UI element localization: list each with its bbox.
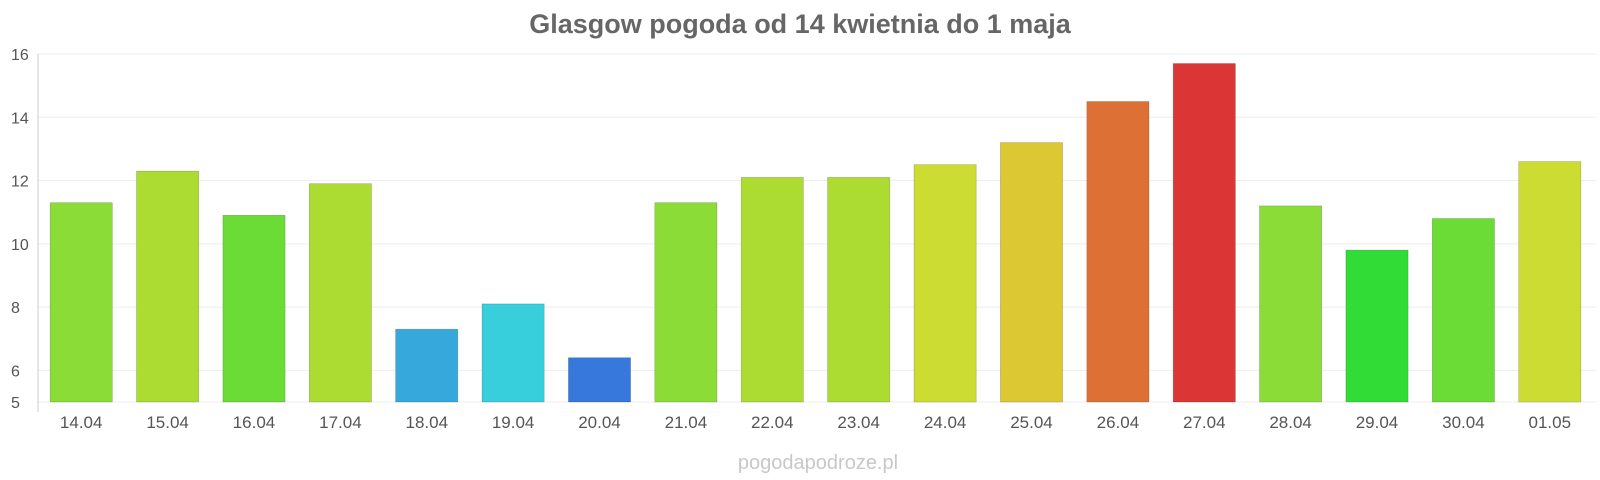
y-tick-label: 5 (11, 395, 20, 412)
bar (481, 303, 545, 403)
x-tick-label: 26.04 (1097, 413, 1140, 432)
bar (1000, 142, 1063, 403)
bar (913, 164, 977, 403)
gridlines (38, 53, 1596, 403)
bar (568, 357, 631, 403)
bar (740, 177, 804, 403)
x-tick-label: 22.04 (751, 413, 794, 432)
y-axis-ticks: 5 6 8 10 12 14 16 (11, 47, 29, 412)
x-tick-label: 23.04 (837, 413, 880, 432)
x-tick-label: 15.04 (146, 413, 189, 432)
x-axis-ticks: 14.04 15.04 16.04 17.04 18.04 19.04 20.04 21.04… (60, 413, 1571, 432)
x-tick-label: 20.04 (578, 413, 621, 432)
x-tick-label: 16.04 (233, 413, 276, 432)
x-tick-label: 21.04 (665, 413, 708, 432)
x-tick-label: 18.04 (406, 413, 449, 432)
bar (1432, 218, 1495, 403)
x-tick-label: 30.04 (1442, 413, 1485, 432)
bar (308, 183, 372, 403)
bar (222, 215, 286, 403)
x-tick-label: 28.04 (1269, 413, 1312, 432)
chart-title: Glasgow pogoda od 14 kwietnia do 1 maja (529, 9, 1072, 39)
x-tick-label: 14.04 (60, 413, 103, 432)
x-tick-label: 25.04 (1010, 413, 1053, 432)
bar (1086, 101, 1150, 403)
bar (1345, 249, 1409, 403)
bar (1518, 161, 1582, 403)
bars (49, 63, 1582, 403)
x-tick-label: 01.05 (1529, 413, 1572, 432)
bar (1259, 205, 1323, 403)
x-tick-label: 27.04 (1183, 413, 1226, 432)
x-tick-label: 29.04 (1356, 413, 1399, 432)
y-tick-label: 14 (11, 110, 29, 127)
bar (654, 202, 718, 403)
y-tick-label: 10 (11, 237, 29, 254)
x-tick-label: 17.04 (319, 413, 362, 432)
bar (49, 202, 113, 403)
bar (1172, 63, 1236, 403)
y-tick-label: 12 (11, 174, 29, 191)
bar (827, 177, 891, 403)
x-tick-label: 24.04 (924, 413, 967, 432)
y-tick-label: 16 (11, 47, 29, 64)
y-tick-label: 6 (11, 363, 20, 380)
y-tick-label: 8 (11, 300, 20, 317)
bar (395, 328, 459, 403)
bar (136, 170, 200, 403)
x-tick-label: 19.04 (492, 413, 535, 432)
watermark-text: pogodapodroze.pl (738, 452, 898, 474)
